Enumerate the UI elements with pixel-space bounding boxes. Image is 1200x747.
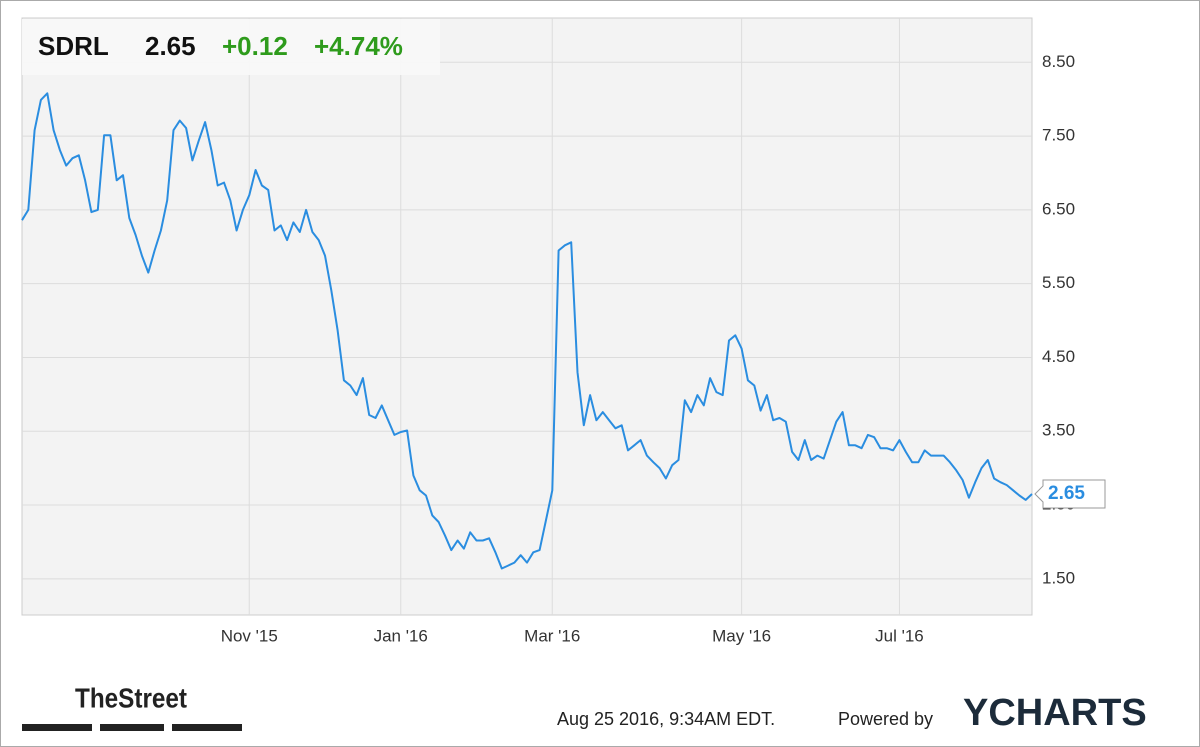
x-tick-label: Mar '16 (524, 626, 580, 645)
x-tick-label: Nov '15 (221, 626, 278, 645)
ticker: SDRL (38, 31, 109, 61)
last-value-label: 2.65 (1048, 483, 1085, 504)
plot-area (21, 17, 1033, 616)
price: 2.65 (145, 31, 196, 61)
x-tick-label: Jul '16 (875, 626, 924, 645)
y-tick-label: 3.50 (1042, 421, 1075, 440)
x-tick-label: Jan '16 (374, 626, 428, 645)
brand-bar (172, 724, 242, 731)
y-tick-label: 1.50 (1042, 568, 1075, 587)
y-tick-label: 8.50 (1042, 52, 1075, 71)
timestamp: Aug 25 2016, 9:34AM EDT. (557, 709, 775, 729)
y-tick-label: 4.50 (1042, 347, 1075, 366)
header-box (22, 19, 440, 75)
y-tick-label: 6.50 (1042, 199, 1075, 218)
x-tick-label: May '16 (712, 626, 771, 645)
price-line (21, 92, 1033, 570)
brand-bar (22, 724, 92, 731)
powered-by: Powered by (838, 709, 933, 729)
brand: TheStreet (75, 682, 187, 713)
y-tick-label: 5.50 (1042, 273, 1075, 292)
last-value-tag (1034, 479, 1106, 509)
brand-bar (100, 724, 164, 731)
change-pct: +4.74% (314, 31, 403, 61)
provider-logo[interactable]: YCHARTS (963, 692, 1147, 734)
change: +0.12 (222, 31, 288, 61)
y-tick-label: 7.50 (1042, 126, 1075, 145)
